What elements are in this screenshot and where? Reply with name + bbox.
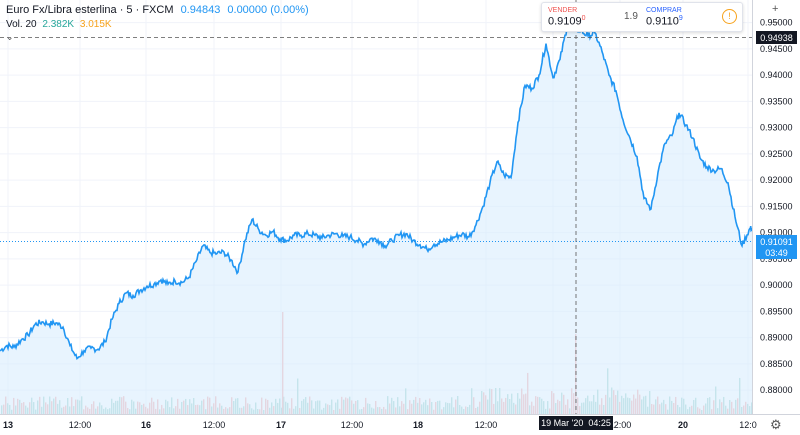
spread-value: 1.9 [624, 11, 638, 22]
price-tick-label: 0.94000 [760, 70, 793, 80]
time-tick-label: 20 [678, 420, 688, 430]
svg-text:0.91091: 0.91091 [760, 237, 793, 247]
trade-panel: VENDER 0.91090 1.9 COMPRAR 0.91109 ! [541, 2, 743, 32]
chart-legend: Euro Fx/Libra esterlina · 5 · FXCM 0.948… [6, 4, 309, 16]
time-tick-label: 12:00 [69, 420, 92, 430]
time-tick-label: 12:00 [203, 420, 226, 430]
volume-legend: Vol. 20 2.382K 3.015K [6, 19, 112, 30]
time-tick-label: 17 [276, 420, 286, 430]
price-tick-label: 0.94500 [760, 44, 793, 54]
price-tick-label: 0.93000 [760, 123, 793, 133]
info-icon[interactable]: ! [722, 9, 737, 24]
buy-label: COMPRAR [646, 7, 682, 14]
time-axis[interactable]: 1312:001612:001712:001812:001912:002012:… [3, 420, 757, 430]
zoom-in-icon[interactable]: + [772, 3, 779, 15]
collapse-chevron-icon[interactable]: ⌄ [6, 32, 14, 42]
sell-label: VENDER [548, 7, 578, 14]
time-tick-label: 12:00 [609, 420, 632, 430]
svg-text:0.94938: 0.94938 [760, 33, 793, 43]
buy-price: 0.91109 [646, 15, 683, 28]
sell-button[interactable]: VENDER 0.91090 [548, 4, 622, 30]
buy-button[interactable]: COMPRAR 0.91109 [646, 4, 720, 30]
time-tick-label: 18 [413, 420, 423, 430]
symbol-title[interactable]: Euro Fx/Libra esterlina · 5 · FXCM [6, 4, 174, 16]
price-tick-label: 0.93500 [760, 96, 793, 106]
volume-label[interactable]: Vol. 20 [6, 19, 37, 30]
svg-text:19 Mar '20 04:25: 19 Mar '20 04:25 [541, 418, 611, 428]
time-tick-label: 12:00 [475, 420, 498, 430]
current-price-label: 0.91091 03:49 [756, 235, 797, 259]
time-tick-label: 13 [3, 420, 13, 430]
price-tick-label: 0.90000 [760, 280, 793, 290]
price-tick-label: 0.88000 [760, 385, 793, 395]
gear-icon[interactable]: ⚙ [770, 417, 782, 432]
change-value: 0.00000 (0.00%) [227, 4, 309, 16]
price-area-fill [0, 25, 752, 415]
price-tick-label: 0.91500 [760, 201, 793, 211]
price-tick-label: 0.95000 [760, 18, 793, 28]
svg-text:03:49: 03:49 [765, 248, 788, 258]
last-value: 0.94843 [180, 4, 221, 16]
price-axis[interactable]: 0.880000.885000.890000.895000.900000.905… [760, 18, 793, 396]
time-tick-label: 16 [141, 420, 151, 430]
zoom-out-icon[interactable]: − [772, 17, 779, 29]
price-line [0, 24, 753, 361]
volume-value-b: 3.015K [79, 19, 112, 30]
price-tick-label: 0.92000 [760, 175, 793, 185]
price-tick-label: 0.92500 [760, 149, 793, 159]
crosshair-time-label: 19 Mar '20 04:25 [539, 416, 613, 430]
price-tick-label: 0.91000 [760, 228, 793, 238]
price-tick-label: 0.89500 [760, 306, 793, 316]
price-tick-label: 0.88500 [760, 359, 793, 369]
high-price-label: 0.94938 [756, 31, 797, 44]
price-tick-label: 0.89000 [760, 333, 793, 343]
volume-value-a: 2.382K [42, 19, 75, 30]
time-tick-label: 12:0 [739, 420, 757, 430]
sell-price: 0.91090 [548, 15, 586, 28]
time-tick-label: 12:00 [341, 420, 364, 430]
